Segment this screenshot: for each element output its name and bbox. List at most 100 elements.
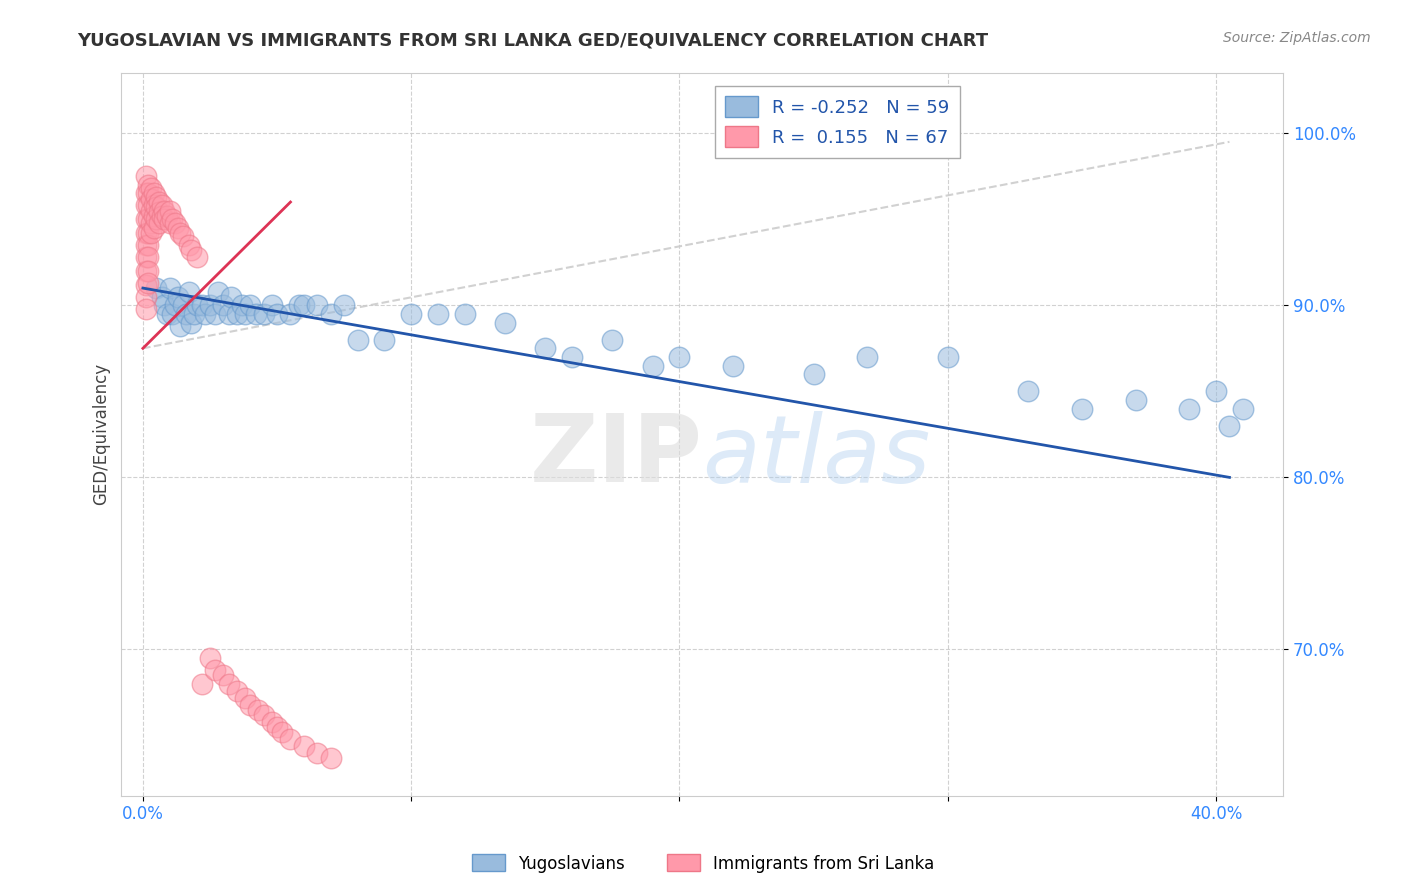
- Point: [212, 298, 235, 312]
- Point: [668, 350, 690, 364]
- Point: [198, 298, 221, 312]
- Point: [191, 298, 214, 312]
- Point: [136, 238, 159, 252]
- Point: [142, 209, 165, 223]
- Point: [177, 238, 200, 252]
- Point: [194, 307, 217, 321]
- Point: [136, 264, 159, 278]
- Point: [198, 651, 221, 665]
- Point: [280, 731, 302, 746]
- Point: [135, 264, 157, 278]
- Point: [427, 307, 450, 321]
- Point: [136, 212, 159, 227]
- Point: [399, 307, 422, 321]
- Point: [534, 341, 557, 355]
- Point: [454, 307, 477, 321]
- Point: [159, 203, 181, 218]
- Point: [307, 746, 329, 760]
- Point: [172, 229, 194, 244]
- Point: [135, 301, 157, 316]
- Point: [218, 307, 240, 321]
- Point: [169, 318, 191, 333]
- Point: [561, 350, 583, 364]
- Point: [135, 238, 157, 252]
- Point: [266, 720, 288, 734]
- Point: [148, 195, 170, 210]
- Point: [207, 285, 229, 299]
- Point: [136, 226, 159, 240]
- Point: [803, 367, 825, 381]
- Point: [233, 307, 256, 321]
- Point: [239, 298, 262, 312]
- Point: [212, 668, 235, 682]
- Point: [135, 290, 157, 304]
- Point: [602, 333, 624, 347]
- Point: [1125, 392, 1147, 407]
- Point: [180, 244, 202, 258]
- Point: [319, 751, 342, 765]
- Point: [139, 226, 162, 240]
- Point: [135, 186, 157, 201]
- Point: [1218, 418, 1240, 433]
- Text: ZIP: ZIP: [530, 410, 702, 502]
- Point: [153, 298, 176, 312]
- Point: [936, 350, 959, 364]
- Point: [148, 216, 170, 230]
- Point: [135, 169, 157, 184]
- Point: [218, 677, 240, 691]
- Point: [156, 209, 179, 223]
- Point: [333, 298, 356, 312]
- Legend: R = -0.252   N = 59, R =  0.155   N = 67: R = -0.252 N = 59, R = 0.155 N = 67: [714, 86, 960, 158]
- Point: [307, 298, 329, 312]
- Point: [231, 298, 253, 312]
- Point: [177, 285, 200, 299]
- Point: [346, 333, 368, 347]
- Point: [266, 307, 288, 321]
- Legend: Yugoslavians, Immigrants from Sri Lanka: Yugoslavians, Immigrants from Sri Lanka: [465, 847, 941, 880]
- Point: [180, 316, 202, 330]
- Point: [204, 663, 226, 677]
- Point: [225, 307, 247, 321]
- Point: [145, 200, 167, 214]
- Point: [239, 698, 262, 712]
- Point: [139, 192, 162, 206]
- Point: [373, 333, 395, 347]
- Point: [260, 714, 283, 729]
- Point: [186, 298, 208, 312]
- Point: [1070, 401, 1092, 416]
- Text: Source: ZipAtlas.com: Source: ZipAtlas.com: [1223, 31, 1371, 45]
- Point: [191, 677, 214, 691]
- Point: [245, 307, 267, 321]
- Point: [260, 298, 283, 312]
- Point: [153, 212, 176, 227]
- Point: [166, 290, 188, 304]
- Point: [139, 181, 162, 195]
- Point: [253, 707, 276, 722]
- Point: [148, 205, 170, 219]
- Point: [204, 307, 226, 321]
- Point: [135, 226, 157, 240]
- Point: [319, 307, 342, 321]
- Point: [135, 250, 157, 264]
- Point: [139, 216, 162, 230]
- Point: [135, 277, 157, 292]
- Point: [221, 290, 243, 304]
- Point: [292, 298, 315, 312]
- Point: [174, 307, 197, 321]
- Point: [721, 359, 744, 373]
- Point: [165, 298, 187, 312]
- Point: [153, 203, 176, 218]
- Point: [856, 350, 879, 364]
- Y-axis label: GED/Equivalency: GED/Equivalency: [93, 363, 110, 506]
- Point: [1232, 401, 1254, 416]
- Point: [1017, 384, 1039, 399]
- Point: [142, 220, 165, 235]
- Point: [142, 198, 165, 212]
- Point: [169, 226, 191, 240]
- Point: [159, 281, 181, 295]
- Point: [136, 276, 159, 290]
- Point: [156, 307, 179, 321]
- Text: atlas: atlas: [702, 410, 931, 501]
- Point: [139, 203, 162, 218]
- Text: YUGOSLAVIAN VS IMMIGRANTS FROM SRI LANKA GED/EQUIVALENCY CORRELATION CHART: YUGOSLAVIAN VS IMMIGRANTS FROM SRI LANKA…: [77, 31, 988, 49]
